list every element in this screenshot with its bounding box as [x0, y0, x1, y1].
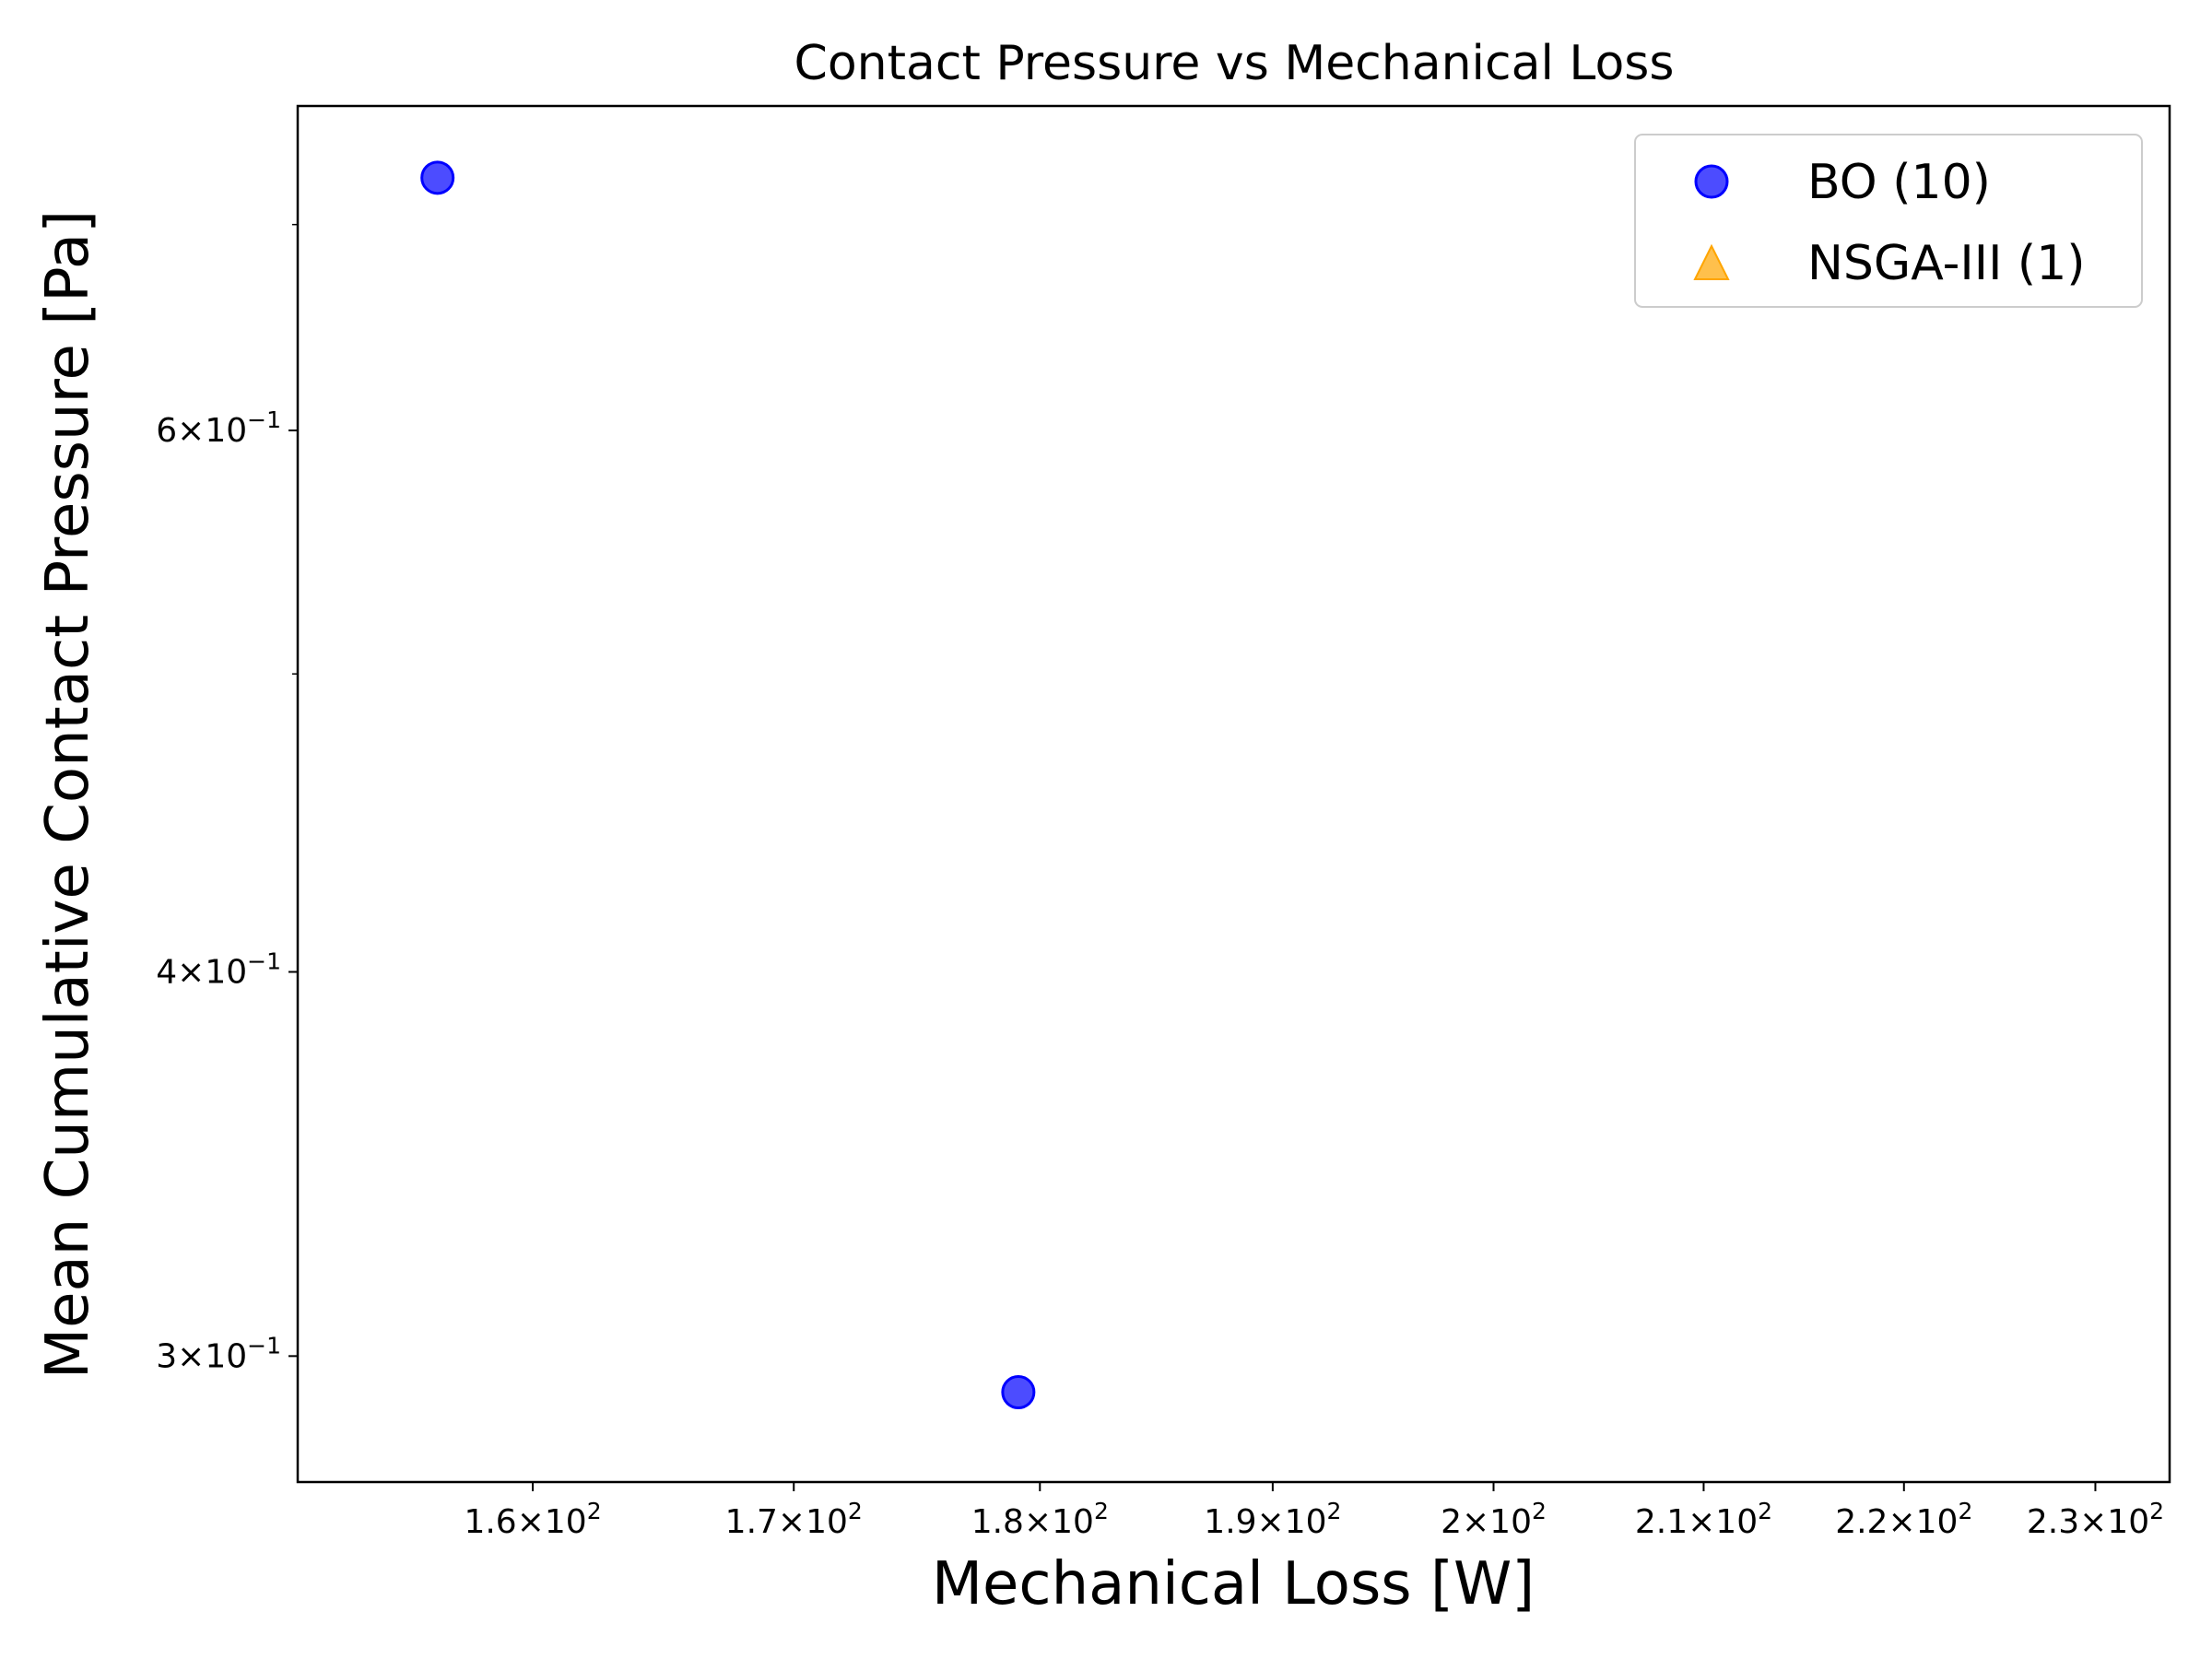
x-tick-label-4: 2×102 [1441, 1498, 1547, 1541]
series-0-point-1 [1001, 1375, 1036, 1410]
chart-title: Contact Pressure vs Mechanical Loss [794, 36, 1675, 91]
x-tick-label-7: 2.3×102 [2027, 1498, 2164, 1541]
x-tick-label-1: 1.7×102 [725, 1498, 863, 1541]
plot-area: 1.6×102 1.7×102 1.8×102 1.9×102 2×102 2.1×102… [156, 160, 2164, 1541]
legend-label-0: BO (10) [1807, 155, 1991, 210]
legend-label-1: NSGA-III (1) [1807, 236, 2086, 291]
y-tick-label-0: 3×10−1 [156, 1332, 281, 1375]
legend-marker-0 [1694, 164, 1729, 199]
y-tick-label-2: 6×10−1 [156, 406, 281, 450]
axes-frame [296, 104, 2171, 1484]
x-tick-label-2: 1.8×102 [971, 1498, 1109, 1541]
x-tick-label-5: 2.1×102 [1635, 1498, 1772, 1541]
x-axis-label: Mechanical Loss [W] [932, 1550, 1535, 1618]
y-axis-label: Mean Cumulative Contact Pressure [Pa] [34, 210, 102, 1379]
x-tick-label-6: 2.2×102 [1835, 1498, 1972, 1541]
legend-marker-1 [1693, 243, 1730, 280]
legend: BO (10) NSGA-III (1) [1634, 134, 2143, 308]
x-tick-label-3: 1.9×102 [1204, 1498, 1341, 1541]
legend-box [1634, 134, 2143, 308]
y-tick-label-1: 4×10−1 [156, 948, 281, 992]
x-tick-label-0: 1.6×102 [464, 1498, 601, 1541]
series-0-point-0 [420, 160, 455, 195]
